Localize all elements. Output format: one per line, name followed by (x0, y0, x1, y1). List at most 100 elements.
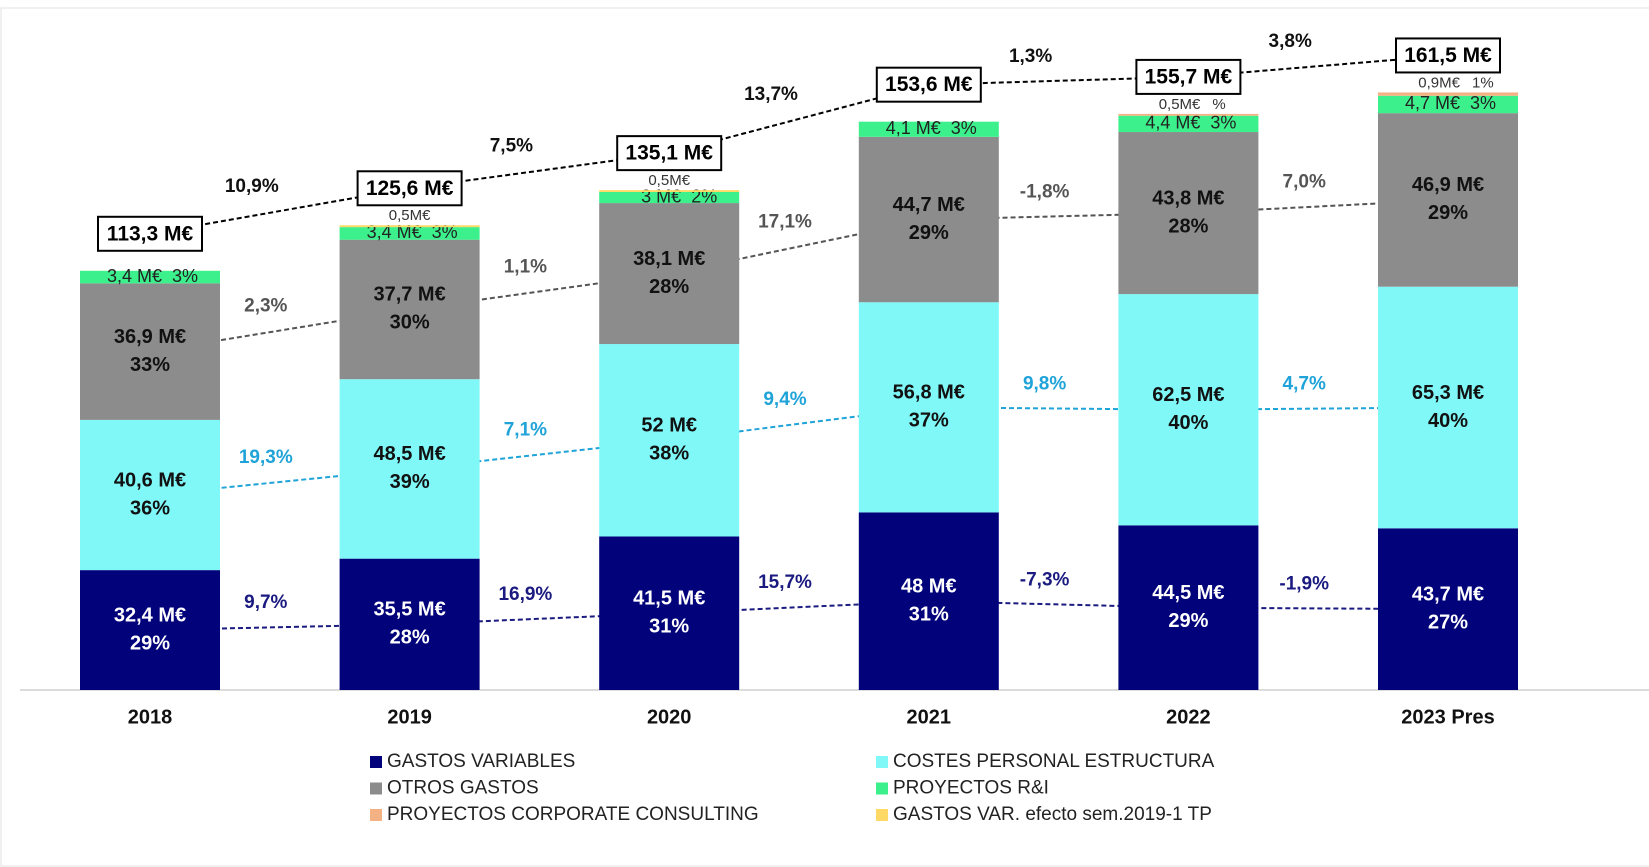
total-label: 153,6 M€ (885, 73, 973, 96)
bar-segment (339, 239, 480, 380)
legend-swatch (876, 809, 888, 821)
share-label: % (1212, 96, 1225, 113)
bar-segment (1118, 525, 1259, 690)
value-label: 37,7 M€ (373, 284, 445, 306)
bar-segment (1378, 95, 1518, 114)
share-label: 31% (649, 616, 689, 638)
share-label: 31% (909, 603, 949, 625)
growth-label: 2,3% (244, 296, 287, 317)
share-label: 3% (951, 118, 977, 138)
share-label: 3% (1210, 113, 1236, 133)
growth-label: 4,7% (1283, 374, 1326, 395)
total-growth-label: 10,9% (225, 176, 279, 197)
legend-label: PROYECTOS CORPORATE CONSULTING (387, 804, 759, 825)
growth-label: -1,9% (1279, 573, 1329, 594)
x-tick-label: 2021 (907, 706, 952, 728)
value-label: 44,5 M€ (1152, 582, 1224, 604)
bar-segment (80, 419, 220, 571)
bar-segment (858, 302, 999, 513)
x-tick-label: 2018 (128, 706, 173, 728)
value-label: 43,7 M€ (1412, 583, 1484, 605)
legend-label: GASTOS VARIABLES (387, 751, 575, 772)
bar-segment (80, 283, 220, 420)
total-box (616, 135, 723, 172)
bar-segment (599, 191, 740, 204)
x-tick-label: 2022 (1166, 706, 1211, 728)
share-label: 38% (649, 443, 689, 465)
total-box (1395, 37, 1501, 74)
share-label: 40% (1168, 412, 1208, 434)
value-label: 4,4 M€ (1145, 113, 1200, 133)
share-label: 29% (130, 632, 170, 654)
bar-segment (599, 190, 740, 192)
x-tick-label: 2020 (647, 706, 692, 728)
bar-segment (1378, 92, 1518, 96)
growth-label: 7,0% (1283, 172, 1326, 193)
value-label: 3,4 M€ (107, 266, 162, 286)
value-label: 40,6 M€ (114, 469, 186, 491)
legend-label: PROYECTOS R&I (893, 778, 1049, 799)
total-growth-label: 3,8% (1269, 31, 1312, 52)
share-label: 27% (1428, 611, 1468, 633)
value-label: 35,5 M€ (373, 599, 445, 621)
legend-label: GASTOS VAR. efecto sem.2019-1 TP (893, 804, 1212, 825)
bar-segment (339, 379, 480, 559)
total-box (875, 66, 982, 103)
bar-segment (1378, 113, 1518, 287)
share-label: 3% (1470, 93, 1496, 113)
share-label: 36% (130, 497, 170, 519)
x-tick-label: 2019 (387, 706, 432, 728)
total-label: 161,5 M€ (1404, 44, 1492, 67)
share-label: 1% (1472, 74, 1494, 91)
share-label: 33% (130, 354, 170, 376)
value-label: 0,5M€ (1159, 96, 1201, 113)
value-label: 0,9M€ (1418, 74, 1460, 91)
value-label: 4,7 M€ (1405, 93, 1460, 113)
growth-label: -1,8% (1020, 181, 1070, 202)
growth-label: 9,4% (763, 389, 806, 410)
legend-swatch (370, 809, 382, 821)
share-label: 28% (649, 276, 689, 298)
bar-segment (1118, 113, 1259, 116)
legend-swatch (876, 756, 888, 768)
total-label: 125,6 M€ (366, 177, 454, 200)
value-label: 44,7 M€ (893, 194, 965, 216)
growth-label: 15,7% (758, 572, 812, 593)
share-label: 28% (1168, 215, 1208, 237)
x-tick-label: 2023 Pres (1401, 706, 1494, 728)
share-label: 40% (1428, 410, 1468, 432)
legend-label: OTROS GASTOS (387, 778, 539, 799)
value-label: 32,4 M€ (114, 604, 186, 626)
bar-segment (599, 344, 740, 537)
total-label: 135,1 M€ (625, 142, 713, 165)
share-label: 37% (909, 410, 949, 432)
value-label: 52 M€ (641, 415, 697, 437)
share-label: 29% (1168, 610, 1208, 632)
legend-swatch (370, 782, 382, 795)
bar-segment (1118, 115, 1259, 133)
bar-segment (339, 225, 480, 228)
share-label: 29% (909, 222, 949, 244)
bar-segment (1118, 294, 1259, 526)
value-label: 41,5 M€ (633, 588, 705, 610)
bar-segment (858, 512, 999, 690)
value-label: 43,8 M€ (1152, 187, 1224, 209)
bar-segment (1118, 132, 1259, 295)
growth-label: 7,1% (504, 420, 547, 441)
bar-segment (339, 558, 480, 690)
legend-swatch (876, 782, 888, 795)
share-label: 3% (172, 266, 198, 286)
bar-segment (599, 203, 740, 345)
value-label: 48,5 M€ (373, 443, 445, 465)
share-label: 39% (390, 471, 430, 493)
value-label: 3,4 M€ (367, 222, 422, 242)
bar-segment (858, 136, 999, 303)
bar-segment (858, 121, 999, 137)
bar-segment (80, 570, 220, 690)
total-box (1135, 58, 1242, 95)
share-label: 28% (390, 627, 430, 649)
value-label: 0,5M€ (648, 172, 690, 189)
value-label: 46,9 M€ (1412, 174, 1484, 196)
